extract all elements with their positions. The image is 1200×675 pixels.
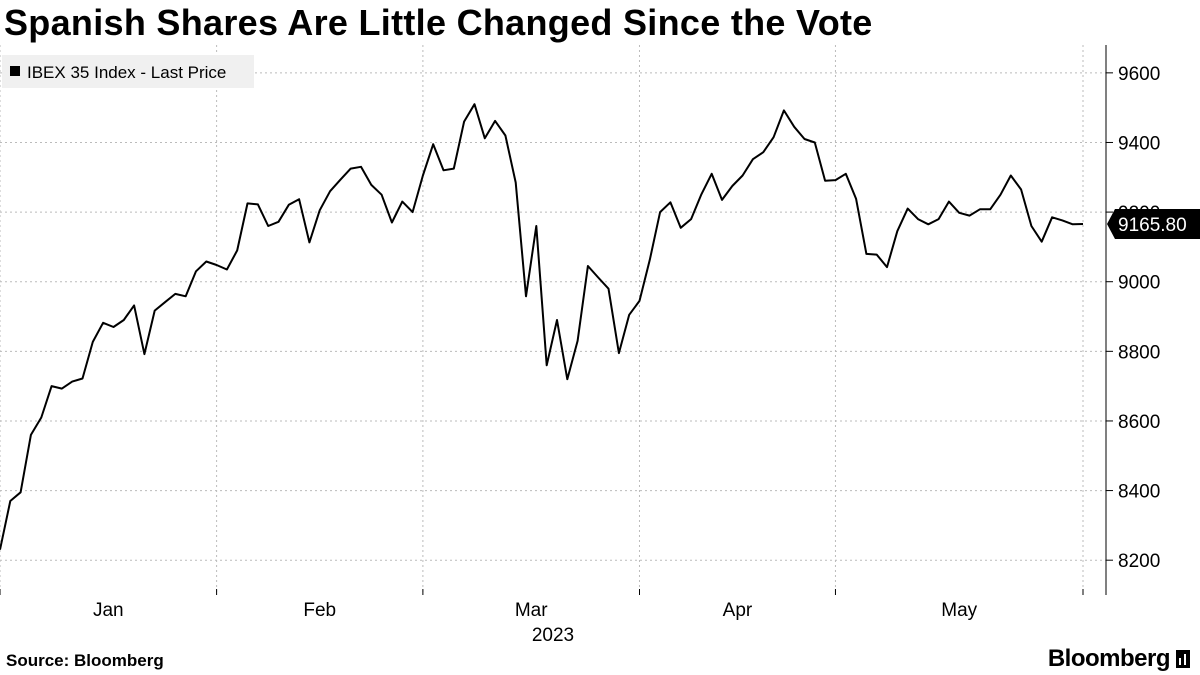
x-tick-label: Apr: [723, 600, 753, 621]
last-value-background: [1107, 208, 1200, 239]
y-tick-label: 8600: [1118, 412, 1160, 433]
legend-label: IBEX 35 Index - Last Price: [27, 63, 226, 82]
y-tick-label: 9400: [1118, 133, 1160, 154]
y-tick-label: 9000: [1118, 273, 1160, 294]
bar-chart-icon: [1176, 650, 1190, 668]
legend: IBEX 35 Index - Last Price: [2, 55, 254, 88]
source-note: Source: Bloomberg: [6, 651, 164, 670]
legend-swatch: [10, 66, 20, 76]
y-tick-label: 8200: [1118, 551, 1160, 572]
last-value-label: 9165.80: [1118, 215, 1187, 236]
last-value-flag: 9165.80: [1107, 208, 1200, 239]
y-tick-label: 9600: [1118, 64, 1160, 85]
legend-background: [2, 55, 254, 88]
x-axis-year-label: 2023: [532, 625, 574, 646]
x-tick-label: Jan: [93, 600, 124, 621]
x-tick-label: May: [941, 600, 977, 621]
series-line-ibex35: [0, 103, 1084, 550]
y-tick-label: 8400: [1118, 482, 1160, 503]
brand-logo: Bloomberg: [1048, 645, 1190, 673]
brand-name: Bloomberg: [1047, 645, 1171, 672]
grid-lines: [0, 45, 1106, 595]
chart-title: Spanish Shares Are Little Changed Since …: [4, 2, 873, 43]
y-tick-label: 8800: [1118, 342, 1160, 363]
x-tick-label: Feb: [303, 600, 336, 621]
x-tick-label: Mar: [515, 600, 548, 621]
x-axis-labels: Jan Feb Mar Apr May: [93, 600, 978, 621]
y-axis-ticks: 82008400860088009000920094009600: [1106, 64, 1160, 572]
x-ticks: [0, 589, 1084, 595]
